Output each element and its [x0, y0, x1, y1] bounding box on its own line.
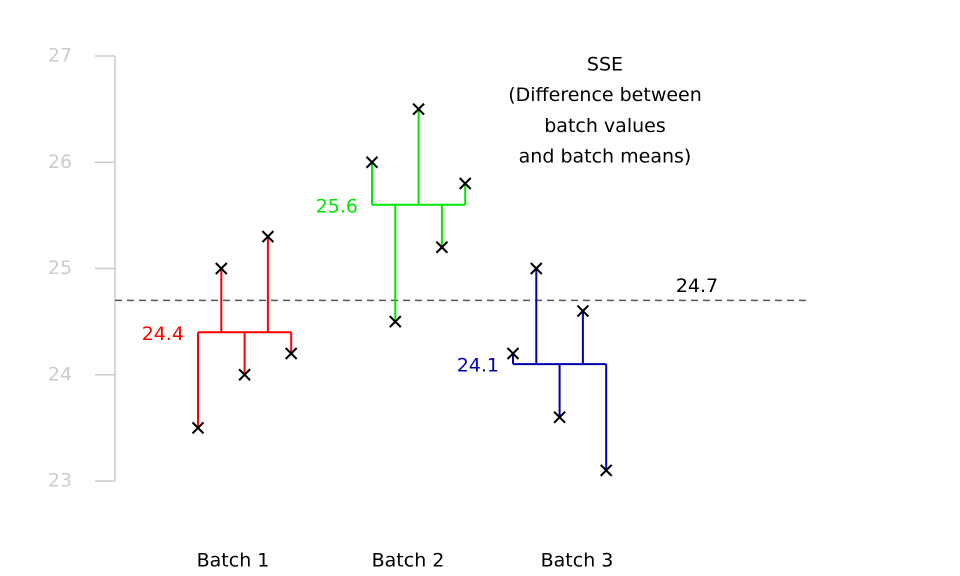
annotation: (Difference between: [508, 84, 702, 106]
y-tick-label: 23: [48, 470, 72, 492]
y-tick-label: 26: [48, 151, 72, 173]
point: [215, 262, 228, 275]
annotation: batch values: [544, 115, 665, 137]
point: [553, 411, 566, 424]
point: [506, 347, 520, 360]
point: [261, 230, 275, 243]
point: [576, 304, 590, 318]
annotation: and batch means): [519, 146, 692, 168]
point: [458, 177, 472, 190]
y-tick-label: 25: [48, 257, 72, 279]
x-tick-label: Batch 2: [372, 550, 445, 572]
point: [365, 156, 379, 169]
point: [284, 347, 298, 360]
x-tick-label: Batch 3: [541, 550, 614, 572]
point: [191, 421, 205, 435]
annotation: SSE: [587, 54, 623, 76]
x-tick-label: Batch 1: [197, 550, 270, 572]
y-tick-label: 27: [48, 45, 72, 67]
y-tick-label: 24: [48, 363, 72, 385]
point: [238, 368, 251, 381]
group-mean-label: 25.6: [316, 195, 358, 217]
group-mean-label: 24.1: [457, 355, 499, 377]
group-mean-label: 24.4: [142, 323, 184, 345]
point: [412, 102, 425, 116]
point: [389, 315, 402, 328]
point: [435, 241, 449, 254]
overall-mean-label: 24.7: [676, 275, 718, 297]
point: [530, 262, 543, 275]
point: [599, 464, 613, 477]
